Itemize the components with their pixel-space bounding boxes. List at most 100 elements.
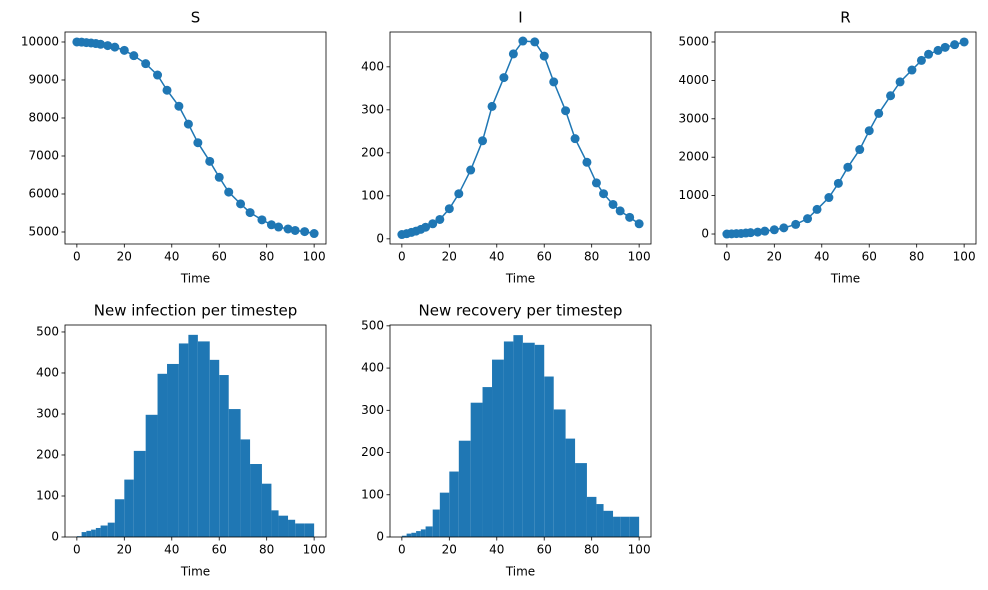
y-tick-label: 100 [361, 487, 384, 501]
marker [625, 212, 635, 222]
y-tick-label: 300 [361, 102, 384, 116]
marker [924, 49, 934, 59]
subplot-title: New recovery per timestep [419, 302, 623, 320]
marker [824, 193, 834, 203]
bar [513, 335, 523, 537]
marker [874, 108, 884, 118]
x-tick-label: 60 [537, 250, 552, 264]
y-tick-label: 400 [361, 59, 384, 73]
marker [245, 208, 255, 218]
x-tick-label: 20 [442, 543, 457, 557]
y-tick-label: 7000 [28, 148, 59, 162]
bar [503, 341, 514, 537]
bar [439, 492, 450, 537]
y-tick-label: 6000 [28, 186, 59, 200]
marker [615, 206, 625, 216]
marker [129, 51, 139, 61]
marker [454, 189, 464, 199]
marker [843, 162, 853, 172]
bar [586, 496, 597, 537]
x-tick-label: 40 [489, 543, 504, 557]
marker [162, 85, 172, 95]
bar [304, 523, 315, 537]
marker [634, 219, 644, 229]
bar [411, 532, 417, 537]
bar [425, 526, 433, 537]
marker [478, 136, 488, 146]
bar [416, 531, 421, 537]
marker [812, 204, 822, 214]
bar [81, 532, 87, 537]
x-axis-label: Time [180, 272, 210, 286]
subplot-title: R [840, 9, 850, 27]
bar [157, 373, 168, 537]
marker [224, 187, 234, 197]
x-tick-label: 40 [164, 250, 179, 264]
marker [283, 224, 293, 234]
marker [530, 37, 540, 47]
y-tick-label: 0 [376, 530, 384, 544]
bar [167, 363, 179, 537]
x-axis-label: Time [505, 565, 535, 579]
bar [133, 450, 146, 537]
marker [183, 119, 193, 129]
marker [895, 77, 905, 87]
marker [174, 101, 184, 111]
x-tick-label: 80 [584, 250, 599, 264]
x-tick-label: 0 [723, 250, 731, 264]
axes-frame [64, 31, 327, 245]
marker [561, 106, 571, 116]
bar [406, 533, 412, 537]
bar [91, 529, 96, 537]
y-tick-label: 500 [36, 324, 59, 338]
bar [432, 509, 440, 537]
x-tick-label: 100 [628, 250, 651, 264]
y-tick-label: 4000 [678, 73, 709, 87]
x-tick-label: 20 [442, 250, 457, 264]
bar [553, 409, 566, 537]
axes-frame [64, 324, 327, 538]
x-tick-label: 0 [73, 250, 81, 264]
bar [76, 536, 82, 537]
subplot: 0 20 40 60 80 100 5000 6000 7000 8000 9000 10000 S Ti… [21, 9, 327, 286]
bar [401, 535, 407, 537]
marker [428, 219, 438, 229]
marker [193, 138, 203, 148]
marker [803, 214, 813, 224]
bar [575, 463, 587, 537]
marker [110, 42, 120, 52]
bar [124, 479, 134, 537]
marker [864, 126, 874, 136]
y-tick-label: 200 [361, 445, 384, 459]
marker [539, 51, 549, 61]
subplot: 0 20 40 60 80 100 0 100 200 300 400 500 New recovery… [361, 302, 652, 579]
marker [570, 134, 580, 144]
marker [205, 156, 215, 166]
x-tick-label: 0 [398, 543, 406, 557]
marker [933, 45, 943, 55]
axes-frame [389, 31, 652, 245]
x-tick-label: 20 [767, 250, 782, 264]
marker [444, 204, 454, 214]
bar [209, 359, 220, 537]
marker [518, 36, 528, 46]
marker [96, 39, 106, 49]
marker [487, 101, 497, 111]
y-tick-label: 400 [361, 361, 384, 375]
bar [288, 519, 296, 537]
bar [458, 440, 471, 537]
marker [153, 70, 163, 80]
marker [236, 199, 246, 209]
y-tick-label: 3000 [678, 111, 709, 125]
marker [309, 229, 319, 239]
marker [886, 91, 896, 101]
bar [470, 402, 483, 537]
x-tick-label: 100 [303, 543, 326, 557]
y-tick-label: 0 [51, 530, 59, 544]
bar [278, 515, 289, 537]
marker [760, 226, 770, 236]
bar [482, 387, 493, 537]
y-tick-label: 5000 [678, 34, 709, 48]
bar [629, 516, 640, 537]
